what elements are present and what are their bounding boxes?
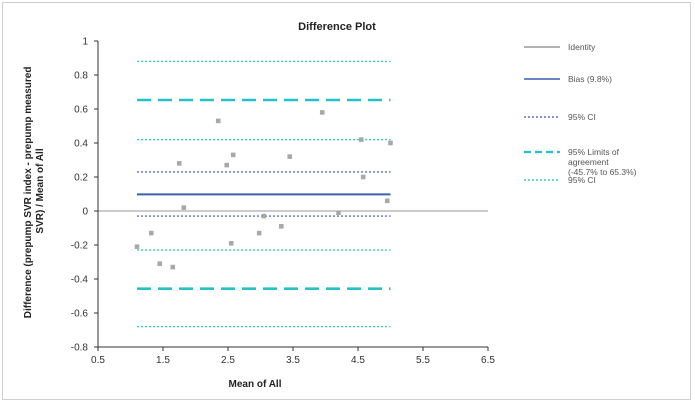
chart-title: Difference Plot — [298, 21, 376, 33]
y-axis-title-line-2: SVR) / Mean of All — [35, 148, 46, 233]
data-point-7 — [215, 118, 221, 124]
y-tick-label: -0.4 — [71, 275, 89, 286]
data-point-9 — [230, 152, 236, 158]
data-point-3 — [157, 261, 163, 266]
y-tick-label: -0.8 — [71, 343, 89, 354]
legend-label-4: 95% Limits of agreement (-45.7% to 65.3%) — [568, 147, 637, 177]
x-tick-label: 3.5 — [286, 355, 300, 366]
x-tick-label: 5.5 — [416, 355, 430, 366]
data-point-5 — [176, 161, 182, 166]
x-tick-label: 1.5 — [156, 355, 170, 366]
data-point-18 — [360, 174, 366, 180]
axes: -0.8 -0.6 -0.4 -0.2 0 0.2 0.4 0.6 0.8 1 0.5 1.5 2.5 3… — [71, 37, 496, 367]
data-point-19 — [384, 198, 390, 204]
x-tick-label: 0.5 — [91, 355, 105, 366]
y-tick-label: 0.6 — [74, 105, 88, 116]
data-point-16 — [336, 210, 341, 215]
y-tick-label: -0.2 — [71, 241, 89, 252]
y-tick-label: 1 — [82, 37, 88, 48]
reference-lines — [98, 60, 488, 328]
data-point-6 — [181, 205, 187, 210]
legend-label-5: 95% CI — [568, 175, 596, 185]
data-point-13 — [279, 224, 284, 229]
x-axis-title: Mean of All — [229, 379, 282, 390]
data-point-10 — [228, 241, 234, 246]
y-axis-title-line-1: Difference (prepump SVR index - prepump … — [23, 67, 34, 319]
data-point-1 — [134, 244, 140, 249]
data-point-4 — [170, 264, 176, 270]
data-point-20 — [388, 140, 393, 146]
x-tick-label: 4.5 — [351, 355, 365, 366]
chart-frame: Difference Plot -0.8 -0.6 -0.4 -0.2 0 0.2 0.4 0… — [2, 2, 691, 400]
y-axis-title: Difference (prepump SVR index - prepump … — [23, 64, 46, 319]
data-points — [134, 110, 393, 270]
data-point-12 — [261, 213, 267, 219]
y-tick-label: 0.4 — [74, 139, 88, 150]
x-tick-label: 6.5 — [481, 355, 495, 366]
data-point-8 — [224, 162, 229, 168]
data-point-2 — [149, 230, 154, 236]
data-point-14 — [287, 154, 293, 159]
y-tick-label: -0.6 — [71, 309, 89, 320]
legend-label-2: Bias (9.8%) — [568, 74, 612, 84]
legend-label-1: Identity — [568, 42, 596, 52]
y-tick-label: 0 — [82, 207, 88, 218]
y-tick-label: 0.8 — [74, 71, 88, 82]
legend-label-3: 95% CI — [568, 112, 596, 122]
data-point-17 — [358, 137, 364, 142]
y-tick-label: 0.2 — [74, 173, 88, 184]
x-tick-label: 2.5 — [221, 355, 235, 366]
data-point-11 — [256, 230, 262, 236]
difference-plot-chart: Difference Plot -0.8 -0.6 -0.4 -0.2 0 0.2 0.4 0… — [23, 21, 637, 390]
data-point-15 — [319, 110, 325, 115]
